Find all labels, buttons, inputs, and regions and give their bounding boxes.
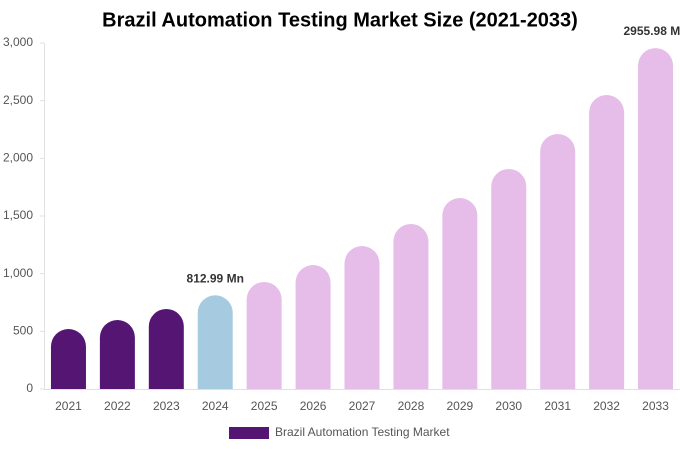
bar [197, 295, 233, 389]
x-tick-label: 2021 [55, 399, 82, 413]
x-tick-label: 2033 [642, 399, 669, 413]
x-tick-label: 2024 [202, 399, 229, 413]
bar [99, 320, 135, 389]
y-tick-label: 2,000 [3, 151, 33, 165]
bar [442, 198, 478, 389]
y-tick-label: 1,500 [3, 208, 33, 222]
x-tick-label: 2028 [398, 399, 425, 413]
bar [638, 48, 674, 390]
y-tick-label: 500 [13, 324, 33, 338]
legend-label: Brazil Automation Testing Market [275, 425, 450, 439]
bar [491, 168, 527, 389]
y-tick-label: 1,000 [3, 266, 33, 280]
bar [540, 133, 576, 389]
x-tick-label: 2022 [104, 399, 131, 413]
x-tick-label: 2026 [300, 399, 327, 413]
bar [393, 223, 429, 389]
x-tick-label: 2032 [593, 399, 620, 413]
bar [148, 308, 184, 389]
chart-title: Brazil Automation Testing Market Size (2… [102, 9, 578, 31]
x-tick-label: 2031 [544, 399, 571, 413]
bar [246, 281, 282, 389]
y-tick-label: 0 [26, 381, 33, 395]
value-label: 812.99 Mn [187, 271, 244, 285]
x-tick-label: 2030 [495, 399, 522, 413]
x-tick-label: 2027 [349, 399, 376, 413]
x-tick-label: 2029 [446, 399, 473, 413]
value-label: 2955.98 Mn [624, 24, 680, 38]
bar [344, 245, 380, 389]
y-tick-label: 3,000 [3, 35, 33, 49]
x-tick-label: 2025 [251, 399, 278, 413]
y-tick-label: 2,500 [3, 93, 33, 107]
bar [295, 265, 331, 389]
bar [589, 95, 625, 390]
x-tick-label: 2023 [153, 399, 180, 413]
bar [50, 329, 86, 389]
legend-swatch [229, 427, 269, 439]
